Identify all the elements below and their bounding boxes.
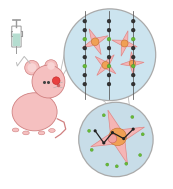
- Circle shape: [141, 133, 144, 136]
- Circle shape: [131, 115, 134, 119]
- Circle shape: [83, 82, 87, 86]
- Circle shape: [83, 28, 87, 32]
- Polygon shape: [91, 110, 144, 164]
- Circle shape: [47, 62, 55, 70]
- Circle shape: [83, 64, 87, 68]
- Circle shape: [131, 46, 135, 50]
- Circle shape: [131, 82, 135, 86]
- Circle shape: [109, 128, 126, 146]
- Circle shape: [131, 64, 135, 68]
- Circle shape: [131, 28, 135, 32]
- Circle shape: [107, 73, 111, 77]
- Circle shape: [83, 55, 87, 59]
- Circle shape: [106, 163, 109, 166]
- Circle shape: [32, 65, 65, 98]
- Circle shape: [125, 162, 128, 165]
- FancyBboxPatch shape: [12, 26, 21, 47]
- Ellipse shape: [12, 93, 57, 131]
- Circle shape: [94, 129, 97, 132]
- Circle shape: [102, 141, 105, 145]
- Circle shape: [25, 60, 39, 75]
- Circle shape: [52, 77, 60, 84]
- Circle shape: [115, 165, 118, 168]
- Circle shape: [121, 40, 128, 47]
- Circle shape: [45, 60, 57, 72]
- Circle shape: [131, 55, 135, 59]
- Circle shape: [28, 63, 37, 72]
- Ellipse shape: [49, 129, 55, 132]
- Circle shape: [122, 137, 125, 140]
- Circle shape: [107, 46, 111, 50]
- Circle shape: [131, 19, 135, 23]
- Circle shape: [107, 64, 111, 68]
- Circle shape: [83, 73, 87, 77]
- Polygon shape: [112, 31, 137, 56]
- Circle shape: [132, 128, 135, 131]
- Circle shape: [107, 37, 111, 41]
- Circle shape: [107, 82, 111, 86]
- Circle shape: [107, 28, 111, 32]
- Circle shape: [107, 55, 111, 59]
- Circle shape: [83, 37, 87, 41]
- Polygon shape: [95, 55, 116, 75]
- Polygon shape: [82, 29, 108, 55]
- Circle shape: [108, 134, 117, 143]
- Circle shape: [129, 60, 135, 67]
- Circle shape: [64, 9, 156, 101]
- Ellipse shape: [38, 131, 45, 135]
- Circle shape: [107, 19, 111, 23]
- Circle shape: [91, 38, 99, 46]
- Circle shape: [139, 153, 142, 157]
- Ellipse shape: [23, 131, 29, 135]
- Circle shape: [79, 102, 153, 177]
- Polygon shape: [121, 52, 144, 75]
- Circle shape: [111, 131, 114, 134]
- FancyBboxPatch shape: [13, 33, 20, 46]
- Circle shape: [102, 61, 109, 69]
- Circle shape: [88, 129, 91, 132]
- Circle shape: [90, 148, 93, 151]
- Circle shape: [83, 46, 87, 50]
- Ellipse shape: [12, 128, 19, 132]
- Circle shape: [131, 37, 135, 41]
- Circle shape: [102, 114, 105, 117]
- Circle shape: [131, 73, 135, 77]
- Circle shape: [83, 19, 87, 23]
